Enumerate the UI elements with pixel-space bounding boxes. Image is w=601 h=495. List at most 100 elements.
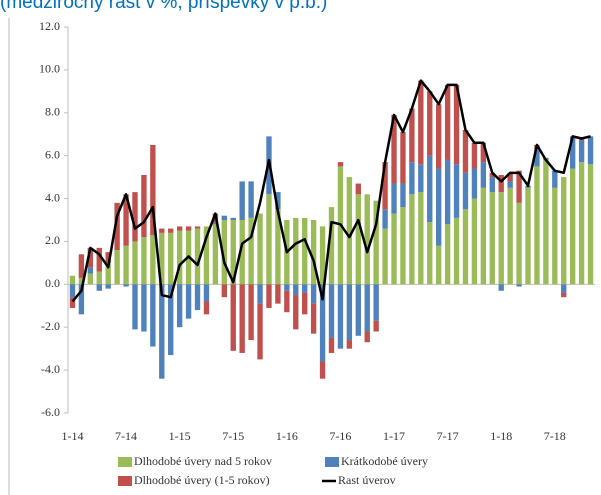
bar	[418, 80, 424, 165]
bar	[471, 142, 478, 169]
bar	[221, 220, 227, 285]
legend-swatch	[325, 457, 339, 467]
bar	[373, 320, 379, 332]
bar	[69, 297, 76, 308]
bar	[382, 209, 388, 229]
bar	[507, 172, 513, 182]
bar	[185, 226, 192, 231]
bar	[409, 108, 415, 163]
x-tick-label: 7-16	[329, 429, 351, 443]
bar	[284, 290, 290, 313]
bar	[400, 132, 406, 184]
bar	[543, 159, 549, 285]
bar	[114, 202, 120, 251]
bar	[489, 177, 495, 193]
x-tick-label: 1-14	[61, 429, 83, 443]
bar	[489, 192, 495, 285]
y-tick-label: -4.0	[41, 362, 60, 376]
y-tick-label: -6.0	[41, 405, 60, 419]
bar	[578, 162, 585, 285]
bar	[346, 177, 353, 285]
bar	[302, 292, 308, 315]
x-tick-label: 7-18	[544, 429, 566, 443]
bar	[561, 284, 567, 293]
bar	[391, 213, 397, 285]
bar	[444, 159, 451, 225]
legend-label: Rast úverov	[338, 473, 396, 487]
bar	[400, 207, 406, 285]
bar	[212, 224, 219, 285]
bar	[382, 228, 388, 285]
bar	[587, 164, 594, 285]
bar	[293, 217, 299, 285]
y-tick-label: 10.0	[39, 62, 60, 76]
bar	[87, 273, 94, 285]
bar	[391, 183, 397, 214]
bar	[176, 226, 183, 231]
bar	[418, 164, 424, 193]
bar	[480, 142, 487, 163]
bar	[444, 224, 451, 285]
y-tick-label: 4.0	[45, 190, 60, 204]
bar	[221, 215, 227, 220]
bar	[409, 162, 415, 195]
bar	[453, 164, 460, 218]
bar	[150, 235, 156, 285]
bar	[293, 284, 299, 296]
bar	[123, 194, 129, 246]
bar	[266, 284, 272, 308]
bar	[159, 232, 165, 285]
bar	[302, 284, 308, 293]
bar	[310, 284, 317, 304]
bar	[525, 187, 531, 285]
bar	[355, 183, 361, 195]
bar	[453, 84, 460, 165]
bar	[418, 192, 424, 285]
bar	[185, 284, 192, 319]
bar	[561, 177, 567, 285]
bar	[346, 284, 353, 341]
bar	[346, 340, 353, 349]
bar	[310, 303, 317, 334]
bar	[239, 181, 245, 220]
bar	[328, 284, 335, 338]
bar	[69, 284, 76, 298]
y-tick-label: 8.0	[45, 105, 60, 119]
x-tick-label: 7-15	[222, 429, 244, 443]
bar	[534, 149, 540, 167]
bar	[203, 226, 210, 285]
bar	[319, 284, 326, 362]
bar	[507, 187, 513, 285]
bar	[319, 226, 326, 285]
chart-title: (medziročný rast v %, príspevky v p.b.)	[0, 0, 327, 13]
bar	[123, 284, 129, 287]
bar	[78, 277, 85, 285]
bar	[132, 241, 138, 285]
bar	[498, 192, 504, 285]
bar	[105, 252, 111, 263]
bar	[569, 168, 576, 285]
bar	[507, 181, 513, 188]
bar	[194, 226, 201, 229]
x-tick-label: 1-15	[169, 429, 191, 443]
y-tick-label: 0.0	[45, 276, 60, 290]
bar	[150, 284, 156, 347]
bar	[552, 170, 558, 188]
bar	[123, 245, 129, 285]
bar	[105, 262, 111, 285]
bar	[400, 183, 406, 208]
bar	[471, 168, 478, 199]
bar	[212, 222, 219, 225]
bar	[141, 284, 147, 332]
bar	[364, 194, 370, 285]
x-tick-label: 1-18	[490, 429, 512, 443]
y-tick-label: 2.0	[45, 233, 60, 247]
bar	[96, 284, 102, 291]
bar	[87, 247, 94, 268]
bar	[257, 303, 263, 360]
bar	[364, 284, 370, 332]
bar	[534, 166, 540, 285]
bar	[248, 284, 254, 341]
bar	[373, 284, 379, 321]
line	[71, 79, 591, 303]
